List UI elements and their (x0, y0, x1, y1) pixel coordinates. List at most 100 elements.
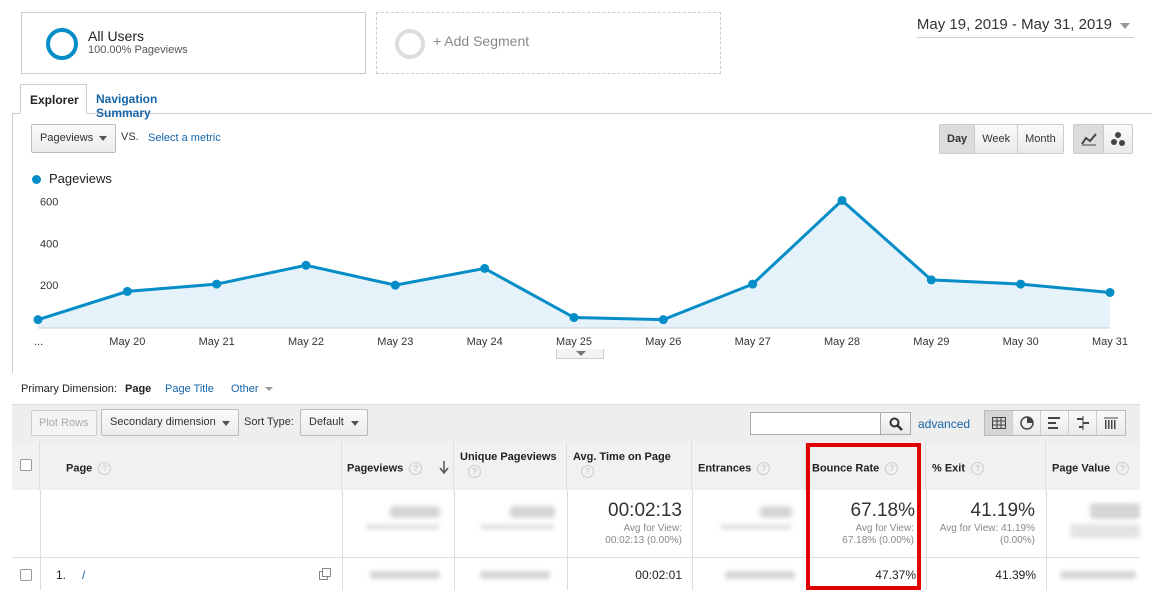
help-icon[interactable]: ? (98, 462, 112, 475)
help-icon[interactable]: ? (468, 464, 481, 478)
data-point[interactable] (569, 313, 579, 323)
header-pageviews[interactable]: Pageviews? (342, 442, 454, 490)
week-button[interactable]: Week (975, 125, 1019, 153)
motion-chart-icon[interactable] (1104, 125, 1132, 153)
data-point[interactable] (33, 315, 43, 325)
data-point[interactable] (658, 315, 668, 325)
redacted-value (1060, 571, 1136, 579)
header-exit[interactable]: % Exit? (926, 442, 1046, 490)
segment-subtitle: 100.00% Pageviews (88, 44, 188, 56)
data-point[interactable] (122, 286, 132, 296)
help-icon[interactable]: ? (885, 462, 899, 475)
sort-descending-icon[interactable] (439, 461, 449, 474)
header-unique-pageviews-label: Unique Pageviews (460, 451, 557, 463)
col-divider (692, 490, 693, 558)
x-tick-label: May 22 (288, 336, 324, 348)
x-tick-label: May 25 (556, 336, 592, 348)
total-exit-sub1: Avg for View: 41.19% (939, 523, 1035, 534)
header-page-value[interactable]: Page Value? (1046, 442, 1140, 490)
month-button[interactable]: Month (1025, 133, 1056, 145)
header-exit-label: % Exit (932, 462, 966, 475)
col-divider (1046, 558, 1047, 590)
total-avg-time: 00:02:13 (608, 500, 682, 521)
total-bounce-rate: 67.18% (850, 500, 915, 521)
redacted-value (510, 506, 555, 518)
series-area (38, 200, 1110, 328)
redacted-value (370, 571, 440, 579)
data-point[interactable] (390, 280, 400, 290)
chevron-down-icon (222, 421, 230, 426)
secondary-dimension-select[interactable]: Secondary dimension (101, 409, 239, 436)
search-button[interactable] (880, 412, 911, 435)
data-point[interactable] (748, 279, 758, 289)
table-view-toggle (984, 410, 1126, 436)
help-icon[interactable]: ? (757, 462, 771, 475)
header-bounce-rate[interactable]: Bounce Rate? (806, 442, 926, 490)
bar-view-icon[interactable] (1041, 411, 1069, 435)
term-cloud-view-icon[interactable] (1097, 411, 1125, 435)
pie-view-icon[interactable] (1013, 411, 1041, 435)
chart-type-toggle (1073, 124, 1133, 154)
data-point[interactable] (1105, 287, 1115, 297)
col-divider (40, 558, 41, 590)
data-point[interactable] (301, 260, 311, 270)
header-unique-pageviews[interactable]: Unique Pageviews? (454, 442, 567, 490)
data-point[interactable] (837, 195, 847, 205)
dimension-other[interactable]: Other (231, 383, 273, 395)
header-page[interactable]: Page? (40, 442, 342, 490)
help-icon[interactable]: ? (581, 464, 594, 478)
x-tick-label: May 31 (1092, 336, 1128, 348)
select-all-checkbox[interactable] (20, 459, 32, 471)
select-metric-link[interactable]: Select a metric (148, 132, 221, 144)
row-page-link[interactable]: / (82, 568, 86, 582)
sort-type-select[interactable]: Default (300, 409, 368, 436)
add-segment-label: + Add Segment (433, 33, 530, 49)
table-search-input[interactable] (750, 412, 881, 435)
empty-segment-ring-icon (395, 29, 425, 59)
col-divider (926, 490, 927, 558)
help-icon[interactable]: ? (971, 462, 985, 475)
comparison-view-icon[interactable] (1069, 411, 1097, 435)
row-divider (12, 557, 1140, 558)
chevron-down-icon (1120, 23, 1130, 29)
y-tick-label: 600 (40, 197, 58, 209)
metric-select[interactable]: Pageviews (31, 124, 116, 153)
col-divider (567, 558, 568, 590)
data-point[interactable] (480, 263, 490, 273)
help-icon[interactable]: ? (1116, 462, 1130, 475)
redacted-value (720, 524, 792, 530)
date-range-label: May 19, 2019 - May 31, 2019 (916, 16, 1112, 33)
row-checkbox[interactable] (20, 569, 32, 581)
header-avg-time[interactable]: Avg. Time on Page? (567, 442, 692, 490)
total-avg-time-sub1: Avg for View: (623, 523, 682, 534)
open-page-icon[interactable] (319, 568, 331, 580)
redacted-value (1090, 503, 1140, 519)
data-point[interactable] (1016, 279, 1026, 289)
x-tick-label: May 30 (1003, 336, 1039, 348)
help-icon[interactable]: ? (409, 462, 423, 475)
chevron-down-icon (264, 387, 273, 392)
line-chart-icon[interactable] (1074, 125, 1104, 153)
header-entrances[interactable]: Entrances? (692, 442, 806, 490)
plot-rows-button[interactable]: Plot Rows (31, 410, 97, 436)
redacted-value (760, 506, 792, 518)
dimension-page-title[interactable]: Page Title (165, 383, 214, 395)
redacted-value (725, 571, 795, 579)
dimension-page[interactable]: Page (125, 383, 152, 395)
tab-navigation-summary[interactable]: Navigation Summary (96, 92, 158, 120)
tab-divider (12, 113, 1152, 114)
row-avg-time: 00:02:01 (635, 568, 682, 582)
totals-row (12, 490, 1140, 558)
chevron-down-icon (351, 421, 359, 426)
tab-explorer[interactable]: Explorer (20, 84, 87, 114)
data-point[interactable] (926, 275, 936, 285)
segment-all-users[interactable]: All Users 100.00% Pageviews (21, 12, 366, 74)
pageviews-chart[interactable]: 200 400 600... May 20 May 21 May 22 May 23 May … (0, 190, 1152, 360)
day-button[interactable]: Day (940, 125, 976, 153)
date-range-picker[interactable]: May 19, 2019 - May 31, 2019 (916, 16, 1134, 38)
advanced-filter-link[interactable]: advanced (918, 417, 971, 431)
add-segment-button[interactable]: + Add Segment (376, 12, 721, 74)
data-point[interactable] (212, 279, 222, 289)
chart-collapse-handle[interactable] (556, 349, 604, 359)
table-view-icon[interactable] (985, 411, 1013, 435)
